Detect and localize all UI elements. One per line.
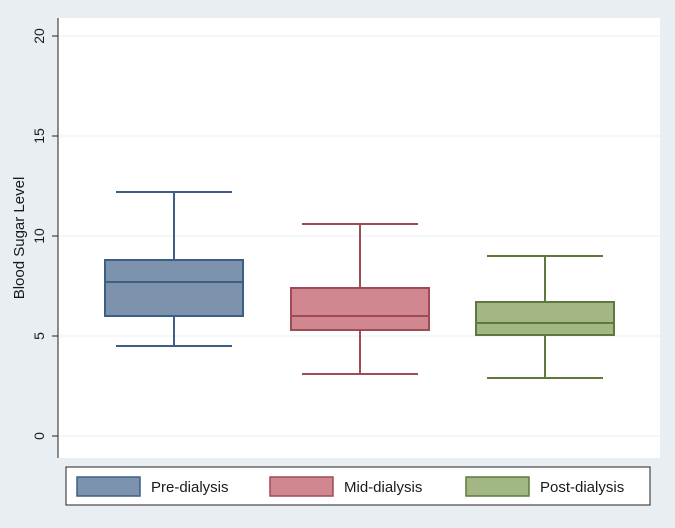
box-mid-dialysis — [290, 223, 430, 375]
legend-label: Post-dialysis — [540, 479, 624, 496]
legend-label: Pre-dialysis — [151, 479, 229, 496]
y-axis-label: Blood Sugar Level — [11, 177, 28, 300]
y-tick-label: 15 — [31, 128, 47, 144]
legend-box — [65, 466, 651, 506]
legend-swatch — [76, 476, 141, 497]
legend: Pre-dialysis Mid-dialysis Post-dialysis — [76, 476, 624, 497]
iqr-box — [290, 287, 430, 331]
y-tick-label: 10 — [31, 228, 47, 244]
boxes — [104, 191, 615, 379]
legend-swatch — [465, 476, 530, 497]
legend-item: Mid-dialysis — [269, 476, 422, 497]
y-tick-label: 0 — [31, 432, 47, 440]
legend-item: Pre-dialysis — [76, 476, 229, 497]
iqr-box — [104, 259, 244, 317]
box-pre-dialysis — [104, 191, 244, 347]
legend-swatch — [269, 476, 334, 497]
iqr-box — [475, 301, 615, 336]
y-tick-label: 5 — [31, 332, 47, 340]
legend-item: Post-dialysis — [465, 476, 624, 497]
y-axis: 0 5 10 15 20 — [31, 18, 59, 458]
box-post-dialysis — [475, 255, 615, 379]
legend-label: Mid-dialysis — [344, 479, 422, 496]
y-tick-label: 20 — [31, 28, 47, 44]
